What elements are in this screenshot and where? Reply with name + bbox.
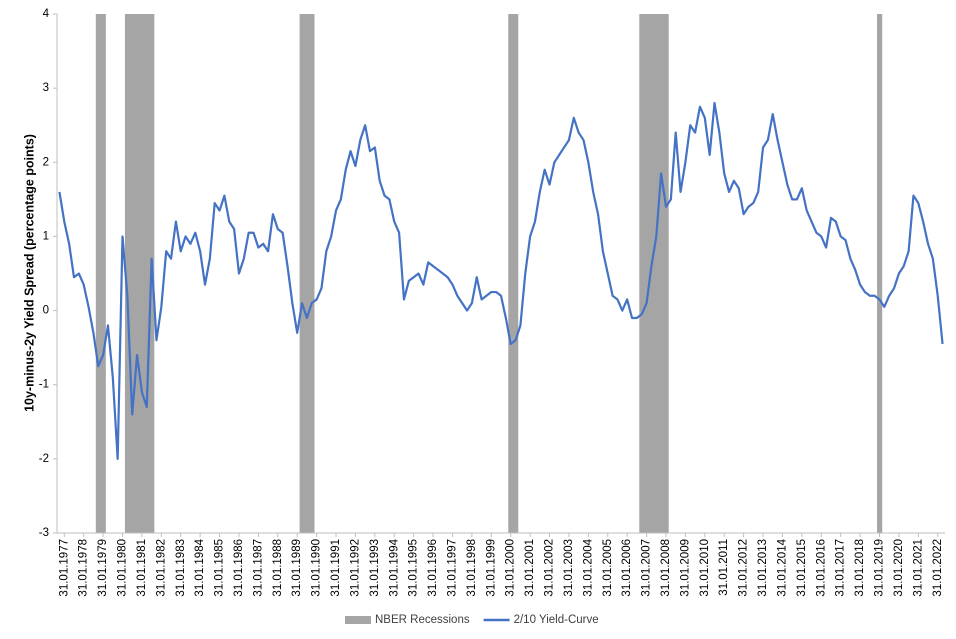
y-tick-label: -1 [39, 379, 49, 391]
x-tick-label: 31.01.2012 [738, 539, 750, 597]
recession-bar [139, 14, 145, 533]
y-axis-label: 10y-minus-2y Yield Spread (percentage po… [22, 134, 36, 412]
x-tick-label: 31.01.1983 [175, 539, 187, 597]
yield-curve-line [58, 101, 944, 460]
x-tick-label: 31.01.1993 [369, 539, 381, 597]
x-tick-label: 31.01.1981 [136, 539, 148, 597]
x-tick-label: 31.01.1985 [214, 539, 226, 597]
y-tick-label: -2 [39, 453, 49, 465]
x-tick-label: 31.01.2010 [699, 539, 711, 597]
x-tick-label: 31.01.2020 [893, 539, 905, 597]
x-tick-label: 31.01.1996 [427, 539, 439, 597]
x-tick-label: 31.01.1989 [291, 539, 303, 597]
recession-bar [639, 14, 645, 533]
x-tick-label: 31.01.1999 [485, 539, 497, 597]
x-tick-label: 31.01.1994 [388, 538, 400, 596]
recession-bar [644, 14, 650, 533]
y-tick-label: 0 [43, 305, 49, 317]
recession-bar [649, 14, 655, 533]
y-tick-label: -3 [39, 527, 49, 539]
x-tick-label: 31.01.2002 [544, 539, 556, 597]
y-tick-label: 4 [43, 8, 50, 20]
x-tick-label: 31.01.1990 [311, 539, 323, 597]
x-tick-label: 31.01.1979 [97, 539, 109, 597]
y-tick-label: 2 [43, 156, 49, 168]
recession-bar [129, 14, 135, 533]
x-tick-label: 31.01.1978 [78, 539, 90, 597]
x-tick-label: 31.01.2009 [679, 539, 691, 597]
x-tick-label: 31.01.1986 [233, 539, 245, 597]
x-tick-label: 31.01.2001 [524, 539, 536, 597]
x-tick-label: 31.01.2013 [757, 539, 769, 597]
x-tick-label: 31.01.2008 [660, 539, 672, 597]
recession-bar [124, 14, 131, 533]
x-tick-label: 31.01.2011 [718, 539, 730, 596]
legend-label: 2/10 Yield-Curve [514, 614, 599, 626]
y-tick-label: 3 [43, 82, 49, 94]
x-tick-label: 31.01.1988 [272, 539, 284, 597]
recession-bar [877, 14, 883, 533]
recession-bar [508, 14, 514, 533]
recession-bar [309, 14, 315, 533]
x-tick-label: 31.01.1992 [349, 539, 361, 597]
recession-bar [299, 14, 305, 533]
recession-bar [100, 14, 106, 533]
x-tick-label: 31.01.1977 [58, 539, 70, 597]
x-tick-label: 31.01.2022 [932, 539, 944, 597]
x-tick-label: 31.01.1984 [194, 538, 206, 596]
x-tick-label: 31.01.1980 [117, 539, 129, 597]
legend-label: NBER Recessions [375, 614, 470, 626]
x-tick-label: 31.01.2016 [815, 539, 827, 597]
recession-bar [513, 14, 519, 533]
x-tick-label: 31.01.2003 [563, 539, 575, 597]
y-tick-label: 1 [43, 230, 49, 242]
x-tick-label: 31.01.2015 [796, 539, 808, 597]
recession-bar [134, 14, 140, 533]
x-tick-label: 31.01.2017 [835, 539, 847, 597]
x-tick-label: 31.01.2014 [776, 538, 788, 596]
recession-bar [95, 14, 101, 533]
x-tick-label: 31.01.1995 [408, 539, 420, 597]
x-tick-label: 31.01.1982 [155, 539, 167, 597]
x-tick-label: 31.01.1987 [252, 539, 264, 597]
x-tick-label: 31.01.1997 [447, 539, 459, 597]
x-tick-label: 31.01.2004 [582, 538, 594, 596]
x-tick-label: 31.01.2005 [602, 539, 614, 597]
x-tick-label: 31.01.2019 [874, 539, 886, 597]
x-tick-label: 31.01.2007 [641, 539, 653, 597]
x-tick-label: 31.01.1991 [330, 539, 342, 597]
recession-bar [653, 14, 660, 533]
x-tick-label: 31.01.2018 [854, 539, 866, 597]
legend-swatch [345, 616, 371, 624]
x-tick-label: 31.01.2021 [912, 539, 924, 597]
recession-bar [144, 14, 150, 533]
recession-bar [663, 14, 669, 533]
x-tick-label: 31.01.2000 [505, 539, 517, 597]
recession-bar [304, 14, 310, 533]
x-tick-label: 31.01.2006 [621, 539, 633, 597]
x-tick-label: 31.01.1998 [466, 539, 478, 597]
recession-bar [658, 14, 664, 533]
